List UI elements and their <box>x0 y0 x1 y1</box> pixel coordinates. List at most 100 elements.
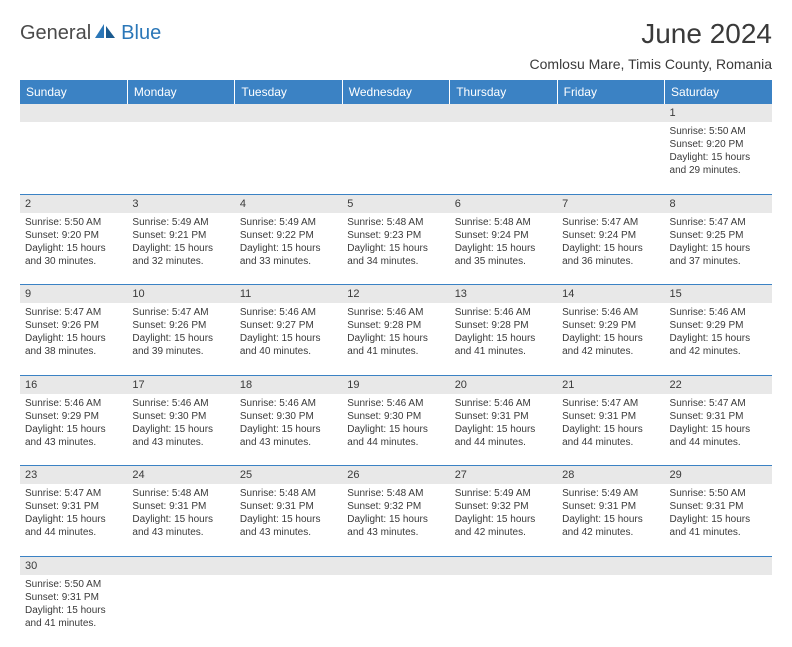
day-content: Sunrise: 5:46 AMSunset: 9:30 PMDaylight:… <box>132 397 229 449</box>
sunset-text: Sunset: 9:31 PM <box>670 410 767 423</box>
sunrise-text: Sunrise: 5:47 AM <box>670 216 767 229</box>
day-number-cell: 16 <box>20 375 127 394</box>
sunset-text: Sunset: 9:31 PM <box>25 591 122 604</box>
sunrise-text: Sunrise: 5:48 AM <box>132 487 229 500</box>
day-cell: Sunrise: 5:47 AMSunset: 9:26 PMDaylight:… <box>127 303 234 375</box>
day-cell: Sunrise: 5:46 AMSunset: 9:29 PMDaylight:… <box>557 303 664 375</box>
day-cell <box>557 575 664 647</box>
daylight-text: Daylight: 15 hours and 41 minutes. <box>347 332 444 358</box>
day-cell <box>342 122 449 194</box>
day-cell: Sunrise: 5:48 AMSunset: 9:31 PMDaylight:… <box>235 484 342 556</box>
day-content: Sunrise: 5:50 AMSunset: 9:31 PMDaylight:… <box>25 578 122 630</box>
weekday-header: Thursday <box>450 80 557 104</box>
daylight-text: Daylight: 15 hours and 44 minutes. <box>455 423 552 449</box>
day-content: Sunrise: 5:46 AMSunset: 9:28 PMDaylight:… <box>455 306 552 358</box>
day-number: 10 <box>132 288 144 300</box>
daylight-text: Daylight: 15 hours and 40 minutes. <box>240 332 337 358</box>
day-cell: Sunrise: 5:49 AMSunset: 9:22 PMDaylight:… <box>235 213 342 285</box>
day-number-cell: 29 <box>665 466 772 485</box>
daylight-text: Daylight: 15 hours and 43 minutes. <box>240 513 337 539</box>
day-number-cell: 30 <box>20 556 127 575</box>
day-number: 26 <box>347 469 359 481</box>
day-cell <box>235 122 342 194</box>
day-number: 20 <box>455 379 467 391</box>
sunrise-text: Sunrise: 5:50 AM <box>25 216 122 229</box>
day-cell: Sunrise: 5:47 AMSunset: 9:31 PMDaylight:… <box>20 484 127 556</box>
day-content: Sunrise: 5:49 AMSunset: 9:21 PMDaylight:… <box>132 216 229 268</box>
week-content-row: Sunrise: 5:50 AMSunset: 9:20 PMDaylight:… <box>20 122 772 194</box>
day-number-cell: 8 <box>665 194 772 213</box>
sunset-text: Sunset: 9:22 PM <box>240 229 337 242</box>
sunset-text: Sunset: 9:24 PM <box>562 229 659 242</box>
day-number-cell: 23 <box>20 466 127 485</box>
sunset-text: Sunset: 9:23 PM <box>347 229 444 242</box>
week-content-row: Sunrise: 5:47 AMSunset: 9:26 PMDaylight:… <box>20 303 772 375</box>
day-number: 2 <box>25 198 31 210</box>
day-number: 28 <box>562 469 574 481</box>
day-cell: Sunrise: 5:50 AMSunset: 9:20 PMDaylight:… <box>20 213 127 285</box>
day-number-cell <box>20 104 127 122</box>
calendar-table: Sunday Monday Tuesday Wednesday Thursday… <box>20 80 772 647</box>
sunset-text: Sunset: 9:31 PM <box>562 500 659 513</box>
sunset-text: Sunset: 9:32 PM <box>347 500 444 513</box>
day-number-cell: 5 <box>342 194 449 213</box>
title-block: June 2024 Comlosu Mare, Timis County, Ro… <box>530 18 772 72</box>
weekday-header: Wednesday <box>342 80 449 104</box>
sunset-text: Sunset: 9:30 PM <box>347 410 444 423</box>
daylight-text: Daylight: 15 hours and 29 minutes. <box>670 151 767 177</box>
weekday-header: Sunday <box>20 80 127 104</box>
sunrise-text: Sunrise: 5:48 AM <box>240 487 337 500</box>
day-number-cell <box>557 556 664 575</box>
day-number: 22 <box>670 379 682 391</box>
daylight-text: Daylight: 15 hours and 44 minutes. <box>670 423 767 449</box>
sunset-text: Sunset: 9:30 PM <box>240 410 337 423</box>
day-number: 15 <box>670 288 682 300</box>
day-number-cell: 11 <box>235 285 342 304</box>
sunrise-text: Sunrise: 5:49 AM <box>132 216 229 229</box>
day-number: 3 <box>132 198 138 210</box>
daylight-text: Daylight: 15 hours and 43 minutes. <box>132 423 229 449</box>
day-content: Sunrise: 5:46 AMSunset: 9:27 PMDaylight:… <box>240 306 337 358</box>
day-cell: Sunrise: 5:47 AMSunset: 9:31 PMDaylight:… <box>665 394 772 466</box>
day-content: Sunrise: 5:47 AMSunset: 9:24 PMDaylight:… <box>562 216 659 268</box>
day-number-cell: 4 <box>235 194 342 213</box>
sunrise-text: Sunrise: 5:46 AM <box>455 397 552 410</box>
sunset-text: Sunset: 9:25 PM <box>670 229 767 242</box>
day-content: Sunrise: 5:50 AMSunset: 9:31 PMDaylight:… <box>670 487 767 539</box>
month-title: June 2024 <box>530 18 772 50</box>
sunset-text: Sunset: 9:29 PM <box>670 319 767 332</box>
day-cell: Sunrise: 5:50 AMSunset: 9:31 PMDaylight:… <box>20 575 127 647</box>
day-number-cell: 12 <box>342 285 449 304</box>
day-number: 24 <box>132 469 144 481</box>
day-cell: Sunrise: 5:46 AMSunset: 9:30 PMDaylight:… <box>127 394 234 466</box>
sunrise-text: Sunrise: 5:46 AM <box>132 397 229 410</box>
day-number: 11 <box>240 288 251 300</box>
day-cell: Sunrise: 5:46 AMSunset: 9:29 PMDaylight:… <box>20 394 127 466</box>
day-cell: Sunrise: 5:46 AMSunset: 9:30 PMDaylight:… <box>235 394 342 466</box>
day-number-cell: 27 <box>450 466 557 485</box>
day-number-cell <box>450 556 557 575</box>
day-number-cell <box>127 104 234 122</box>
day-number: 8 <box>670 198 676 210</box>
day-content: Sunrise: 5:48 AMSunset: 9:23 PMDaylight:… <box>347 216 444 268</box>
day-number-cell: 3 <box>127 194 234 213</box>
daylight-text: Daylight: 15 hours and 34 minutes. <box>347 242 444 268</box>
daylight-text: Daylight: 15 hours and 43 minutes. <box>347 513 444 539</box>
daylight-text: Daylight: 15 hours and 42 minutes. <box>562 332 659 358</box>
day-number: 19 <box>347 379 359 391</box>
weekday-header: Monday <box>127 80 234 104</box>
sunrise-text: Sunrise: 5:46 AM <box>347 397 444 410</box>
day-number-row: 16171819202122 <box>20 375 772 394</box>
day-number: 9 <box>25 288 31 300</box>
day-cell: Sunrise: 5:47 AMSunset: 9:26 PMDaylight:… <box>20 303 127 375</box>
day-cell: Sunrise: 5:46 AMSunset: 9:28 PMDaylight:… <box>450 303 557 375</box>
day-cell <box>127 575 234 647</box>
sunset-text: Sunset: 9:32 PM <box>455 500 552 513</box>
logo-sail-icon <box>95 22 117 45</box>
day-number-cell: 28 <box>557 466 664 485</box>
day-number: 12 <box>347 288 359 300</box>
day-number: 29 <box>670 469 682 481</box>
day-number: 23 <box>25 469 37 481</box>
logo-text-blue: Blue <box>121 22 161 45</box>
sunrise-text: Sunrise: 5:48 AM <box>347 216 444 229</box>
